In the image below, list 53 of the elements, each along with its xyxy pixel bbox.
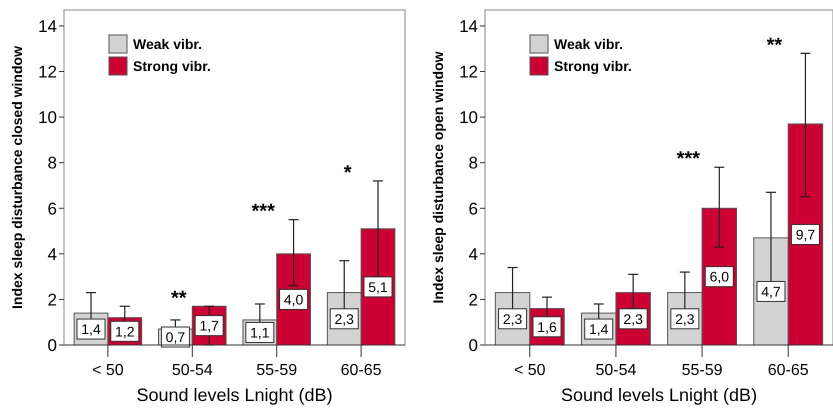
legend-label: Strong vibr. xyxy=(133,58,211,74)
data-label: 2,3 xyxy=(334,310,354,327)
y-tick-label: 12 xyxy=(38,62,57,82)
y-tick-label: 0 xyxy=(48,336,57,355)
y-tick-label: 10 xyxy=(459,108,478,128)
y-axis-title: Index sleep disturbance open window xyxy=(430,51,446,304)
data-label: 0,7 xyxy=(166,329,186,346)
y-tick-label: 12 xyxy=(459,62,478,82)
y-tick-label: 14 xyxy=(459,16,478,36)
data-label: 2,3 xyxy=(623,310,644,327)
data-label: 1,4 xyxy=(588,321,609,338)
annotation: ** xyxy=(766,34,782,56)
y-tick-label: 4 xyxy=(48,244,57,264)
data-label: 1,6 xyxy=(537,318,557,335)
y-tick-label: 6 xyxy=(48,199,57,218)
x-tick-label: < 50 xyxy=(92,362,124,379)
x-axis-title: Sound levels Lnight (dB) xyxy=(560,385,758,405)
x-tick-label: < 50 xyxy=(514,362,546,379)
y-tick-label: 2 xyxy=(48,290,57,310)
data-label: 1,4 xyxy=(81,321,101,338)
annotation: *** xyxy=(252,200,276,223)
data-label: 1,7 xyxy=(199,318,220,334)
x-tick-label: 60-65 xyxy=(340,362,382,379)
data-label: 2,3 xyxy=(502,310,523,327)
y-tick-label: 6 xyxy=(468,199,478,218)
y-tick-label: 8 xyxy=(48,154,57,173)
y-axis-title: Index sleep disturbance closed window xyxy=(9,46,25,309)
data-label: 5,1 xyxy=(368,278,388,295)
data-label: 6,0 xyxy=(710,268,730,285)
x-tick-label: 60-65 xyxy=(768,362,809,379)
y-tick-label: 14 xyxy=(38,16,57,36)
x-tick-label: 55-59 xyxy=(256,362,298,379)
data-label: 4,7 xyxy=(761,283,781,300)
annotation: *** xyxy=(676,148,700,170)
x-tick-label: 55-59 xyxy=(682,362,723,379)
y-tick-label: 10 xyxy=(38,108,57,128)
legend-label: Weak vibr. xyxy=(133,36,202,52)
legend-label: Strong vibr. xyxy=(554,58,632,74)
data-label: 1,1 xyxy=(250,324,270,340)
data-label: 1,2 xyxy=(115,323,135,340)
x-axis-title: Sound levels Lnight (dB) xyxy=(136,385,333,405)
y-tick-label: 4 xyxy=(468,244,478,264)
annotation: * xyxy=(344,162,352,184)
y-tick-label: 0 xyxy=(468,336,478,355)
data-label: 9,7 xyxy=(796,226,816,242)
legend-label: Weak vibr. xyxy=(554,36,624,52)
y-tick-label: 8 xyxy=(468,154,478,173)
y-tick-label: 2 xyxy=(468,290,478,310)
annotation: ** xyxy=(171,287,187,310)
data-label: 4,0 xyxy=(284,291,304,308)
x-tick-label: 50-54 xyxy=(172,362,213,379)
x-tick-label: 50-54 xyxy=(595,362,636,379)
data-label: 2,3 xyxy=(675,310,695,327)
